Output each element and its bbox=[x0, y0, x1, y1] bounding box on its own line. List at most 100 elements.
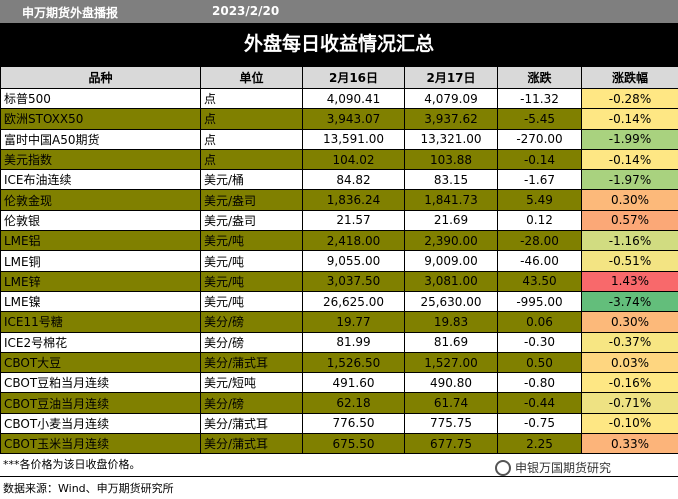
table-row: CBOT大豆 美分/蒲式耳 1,526.50 1,527.00 0.50 0.03% bbox=[0, 351, 678, 374]
cell-unit: 美元/盎司 bbox=[200, 209, 303, 232]
column-header: 涨跌幅 bbox=[581, 66, 678, 89]
cell-d16: 3,943.07 bbox=[302, 108, 405, 130]
cell-unit: 美分/磅 bbox=[200, 311, 303, 333]
cell-d17: 19.83 bbox=[404, 311, 498, 333]
cell-name: LME锌 bbox=[0, 270, 201, 292]
cell-name: 富时中国A50期货 bbox=[0, 128, 201, 150]
report-date: 2023/2/20 bbox=[212, 4, 280, 18]
cell-d16: 9,055.00 bbox=[302, 250, 405, 272]
table-row: 美元指数点 104.02 103.88 -0.14 -0.14% bbox=[0, 148, 678, 171]
cell-name: LME铜 bbox=[0, 250, 201, 272]
cell-d16: 84.82 bbox=[302, 169, 405, 191]
table-row: 欧洲STOXX50 点 3,943.07 3,937.62 -5.45 -0.14% bbox=[0, 108, 678, 130]
cell-name: CBOT豆粕当月连续 bbox=[0, 372, 201, 394]
table-row: 富时中国A50期货点 13,591.00 13,321.00 -270.00 -1.99… bbox=[0, 128, 678, 150]
brand-name: 申银万国期货研究 bbox=[515, 461, 612, 475]
cell-d16: 776.50 bbox=[302, 412, 405, 435]
cell-chg: -1.67 bbox=[497, 169, 582, 191]
cell-d16: 26,625.00 bbox=[302, 290, 405, 313]
cell-d17: 2,390.00 bbox=[404, 230, 498, 252]
returns-table: 品种 单位 2月16日 2月17日 涨跌 涨跌幅 标普500 点 4,090.41 4… bbox=[0, 66, 678, 455]
cell-chg: -46.00 bbox=[497, 250, 582, 272]
cell-d16: 491.60 bbox=[302, 372, 405, 394]
cell-chg: -0.80 bbox=[497, 372, 582, 394]
table-row: CBOT玉米当月连续 美分/蒲式耳 675.50 677.75 2.25 0.33% bbox=[0, 433, 678, 455]
table-row: 伦敦金现 美元/盎司 1,836.24 1,841.73 5.49 0.30% bbox=[0, 189, 678, 211]
table-row: ICE11号糖 美分/磅 19.77 19.83 0.06 0.30% bbox=[0, 311, 678, 333]
cell-pct: 0.03% bbox=[581, 351, 678, 374]
table-row: CBOT豆粕当月连续 美元/短吨 491.60 490.80 -0.80 -0.16% bbox=[0, 372, 678, 394]
cell-pct: -0.37% bbox=[581, 331, 678, 353]
cell-d16: 104.02 bbox=[302, 148, 405, 171]
cell-d17: 3,081.00 bbox=[404, 270, 498, 292]
cell-name: CBOT玉米当月连续 bbox=[0, 433, 201, 455]
table-row: LME铝 美元/吨 2,418.00 2,390.00 -28.00 -1.16% bbox=[0, 230, 678, 252]
brand-watermark: 申银万国期货研究 bbox=[495, 459, 611, 476]
cell-pct: -1.99% bbox=[581, 128, 678, 150]
cell-unit: 美分/蒲式耳 bbox=[200, 433, 303, 455]
column-header: 涨跌 bbox=[497, 66, 582, 89]
cell-unit: 美元/吨 bbox=[200, 230, 303, 252]
cell-pct: 0.33% bbox=[581, 433, 678, 455]
table-row: LME铜 美元/吨 9,055.00 9,009.00 -46.00 -0.51% bbox=[0, 250, 678, 272]
cell-d16: 62.18 bbox=[302, 392, 405, 414]
cell-name: 伦敦银 bbox=[0, 209, 201, 232]
column-header: 单位 bbox=[200, 66, 303, 89]
data-source: 数据来源：Wind、申万期货研究所 bbox=[3, 482, 174, 495]
cell-d16: 3,037.50 bbox=[302, 270, 405, 292]
cell-name: CBOT小麦当月连续 bbox=[0, 412, 201, 435]
cell-pct: 0.30% bbox=[581, 189, 678, 211]
cell-chg: -995.00 bbox=[497, 290, 582, 313]
cell-chg: -11.32 bbox=[497, 87, 582, 110]
cell-d17: 775.75 bbox=[404, 412, 498, 435]
wechat-icon bbox=[495, 459, 511, 476]
cell-chg: 2.25 bbox=[497, 433, 582, 455]
table-row: LME锌 美元/吨 3,037.50 3,081.00 43.50 1.43% bbox=[0, 270, 678, 292]
cell-name: CBOT大豆 bbox=[0, 351, 201, 374]
cell-d17: 25,630.00 bbox=[404, 290, 498, 313]
cell-unit: 美分/磅 bbox=[200, 331, 303, 353]
cell-d17: 1,841.73 bbox=[404, 189, 498, 211]
cell-d16: 2,418.00 bbox=[302, 230, 405, 252]
cell-chg: -270.00 bbox=[497, 128, 582, 150]
table-header-row: 品种 单位 2月16日 2月17日 涨跌 涨跌幅 bbox=[0, 66, 678, 89]
cell-pct: -0.51% bbox=[581, 250, 678, 272]
cell-unit: 美元/短吨 bbox=[200, 372, 303, 394]
cell-d16: 19.77 bbox=[302, 311, 405, 333]
table-row: CBOT小麦当月连续 美分/蒲式耳 776.50 775.75 -0.75 -0.10% bbox=[0, 412, 678, 435]
cell-pct: 0.57% bbox=[581, 209, 678, 232]
cell-unit: 美元/吨 bbox=[200, 290, 303, 313]
cell-d17: 103.88 bbox=[404, 148, 498, 171]
cell-name: LME铝 bbox=[0, 230, 201, 252]
column-header: 2月16日 bbox=[302, 66, 405, 89]
cell-pct: -0.10% bbox=[581, 412, 678, 435]
cell-d17: 490.80 bbox=[404, 372, 498, 394]
cell-name: ICE11号糖 bbox=[0, 311, 201, 333]
price-note: ***各价格为该日收盘价格。 bbox=[3, 458, 141, 471]
cell-d17: 677.75 bbox=[404, 433, 498, 455]
cell-d16: 4,090.41 bbox=[302, 87, 405, 110]
table-row: CBOT豆油当月连续 美分/磅 62.18 61.74 -0.44 -0.71% bbox=[0, 392, 678, 414]
cell-pct: 0.30% bbox=[581, 311, 678, 333]
cell-d17: 83.15 bbox=[404, 169, 498, 191]
cell-unit: 美分/蒲式耳 bbox=[200, 412, 303, 435]
cell-unit: 美元/盎司 bbox=[200, 189, 303, 211]
column-header: 品种 bbox=[0, 66, 201, 89]
org-name: 申万期货外盘播报 bbox=[22, 6, 119, 20]
divider bbox=[0, 476, 678, 477]
cell-name: ICE布油连续 bbox=[0, 169, 201, 191]
column-header: 2月17日 bbox=[404, 66, 498, 89]
cell-unit: 美元/桶 bbox=[200, 169, 303, 191]
cell-name: 标普500 bbox=[0, 87, 201, 110]
cell-d17: 61.74 bbox=[404, 392, 498, 414]
cell-d17: 3,937.62 bbox=[404, 108, 498, 130]
table-row: 标普500 点 4,090.41 4,079.09 -11.32 -0.28% bbox=[0, 87, 678, 110]
cell-name: 欧洲STOXX50 bbox=[0, 108, 201, 130]
cell-name: LME镍 bbox=[0, 290, 201, 313]
cell-unit: 点 bbox=[200, 108, 303, 130]
cell-chg: 43.50 bbox=[497, 270, 582, 292]
cell-name: 伦敦金现 bbox=[0, 189, 201, 211]
cell-pct: -1.97% bbox=[581, 169, 678, 191]
cell-chg: -5.45 bbox=[497, 108, 582, 130]
cell-chg: -28.00 bbox=[497, 230, 582, 252]
